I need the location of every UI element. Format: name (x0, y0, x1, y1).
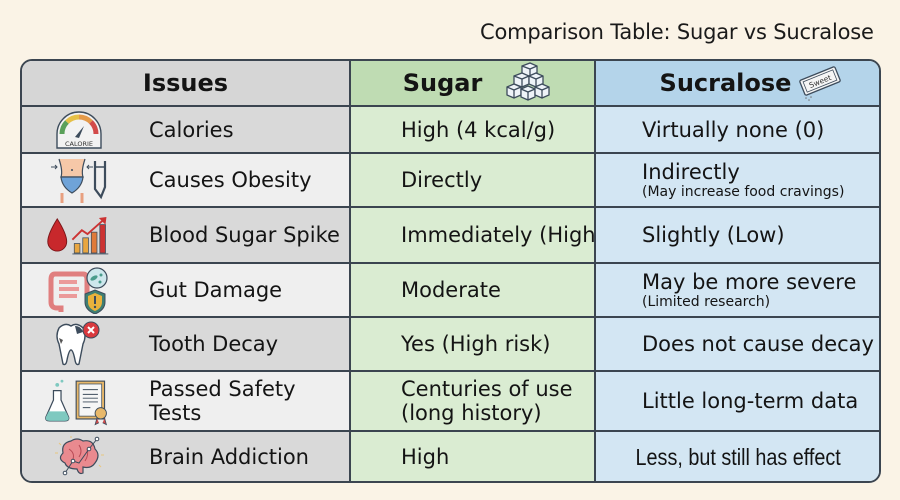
table-row-tooth-decay: Tooth Decay Yes (High risk) Does not cau… (22, 318, 879, 372)
table-row-calories: CALORIE Calories High (4 kcal/g) Virtual… (22, 107, 879, 154)
sugar-value: Directly (401, 168, 483, 192)
sweetener-packet-icon: Sweet (797, 63, 843, 103)
sucralose-value: Indirectly (642, 159, 740, 184)
intestine-warning-icon (44, 267, 114, 314)
decayed-tooth-icon (44, 321, 114, 366)
issue-label: Calories (149, 117, 234, 142)
header-sugar-label: Sugar (402, 69, 483, 97)
sugar-value: Immediately (High) (401, 223, 604, 247)
issue-label: Blood Sugar Spike (149, 223, 340, 247)
sugar-cubes-icon (504, 62, 552, 104)
issue-label: Passed Safety (149, 377, 296, 401)
calorie-gauge-icon: CALORIE (44, 108, 114, 152)
header-sucralose-label: Sucralose (659, 69, 792, 97)
sucralose-value: Little long-term data (642, 389, 859, 413)
issue-label: Causes Obesity (149, 168, 312, 192)
sucralose-value: Less, but still has effect (635, 443, 841, 470)
sucralose-value: Slightly (Low) (642, 223, 785, 247)
table-row-obesity: Causes Obesity Directly Indirectly (May … (22, 154, 879, 208)
header-sucralose: Sucralose Sweet (596, 61, 879, 105)
table-row-brain-addiction: Brain Addiction High Less, but still has… (22, 432, 879, 481)
sucralose-note: (Limited research) (642, 293, 771, 310)
header-issues: Issues (22, 61, 351, 105)
flask-certificate-icon (44, 379, 114, 426)
header-issues-label: Issues (142, 69, 229, 97)
sugar-value: Moderate (401, 278, 501, 302)
table-row-blood-sugar: Blood Sugar Spike Immediately (High) Sli… (22, 208, 879, 264)
comparison-table: Issues Sugar Sucralose (20, 59, 881, 483)
page-title: Comparison Table: Sugar vs Sucralose (480, 20, 874, 44)
sugar-value: High (401, 444, 450, 469)
brain-network-icon (44, 435, 114, 479)
issue-label: Gut Damage (149, 278, 283, 302)
table-row-safety-tests: Passed Safety Tests Centuries of use (lo… (22, 372, 879, 432)
blood-drop-chart-icon (44, 213, 114, 257)
sucralose-value: May be more severe (642, 269, 857, 294)
sugar-value: Centuries of use (long history) (401, 377, 573, 425)
sugar-value: Yes (High risk) (401, 332, 551, 356)
issue-label: Brain Addiction (149, 444, 309, 469)
issue-label: Tooth Decay (149, 332, 279, 356)
svg-text:CALORIE: CALORIE (65, 140, 93, 148)
sucralose-value: Virtually none (0) (642, 117, 825, 142)
sugar-value: High (4 kcal/g) (401, 117, 556, 142)
table-row-gut-damage: Gut Damage Moderate May be more severe (… (22, 264, 879, 318)
table-header-row: Issues Sugar Sucralose (22, 61, 879, 107)
sucralose-note: (May increase food cravings) (642, 183, 845, 200)
header-sugar: Sugar (351, 61, 596, 105)
waist-caliper-icon (44, 158, 114, 203)
sucralose-value: Does not cause decay (642, 332, 874, 356)
